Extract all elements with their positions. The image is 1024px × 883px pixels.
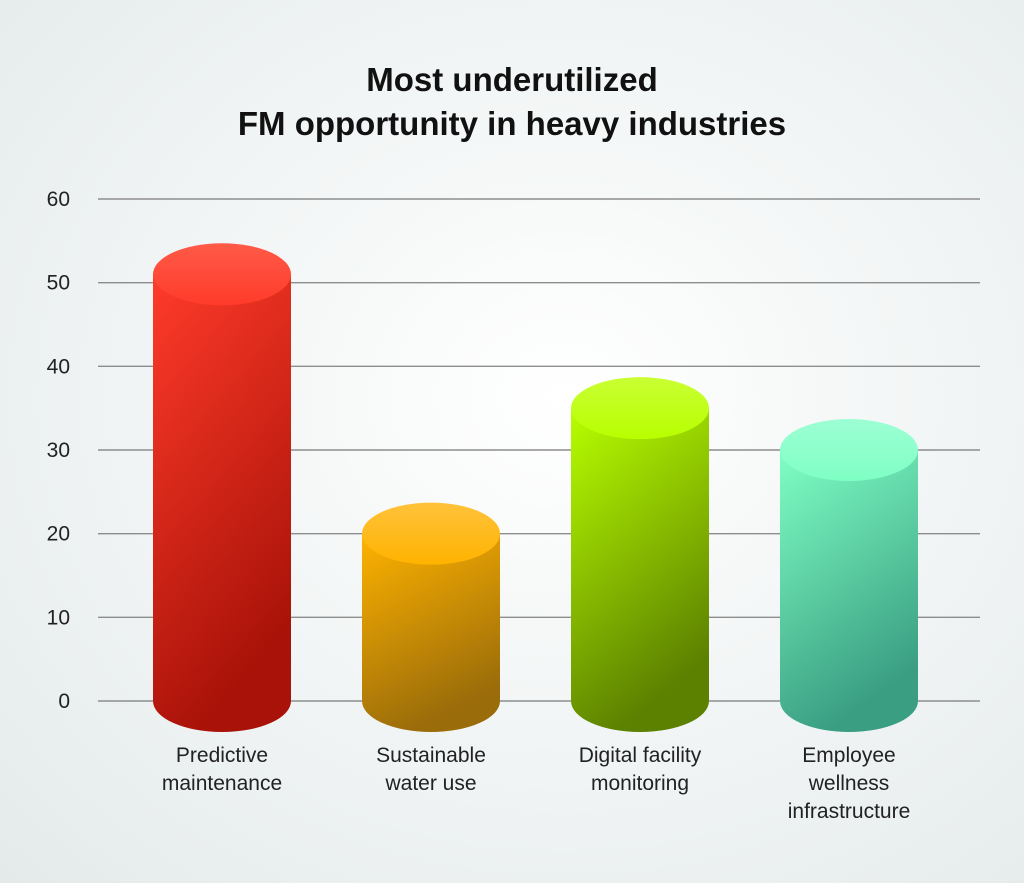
y-tick-label: 20: [47, 523, 70, 546]
bar: [153, 243, 291, 732]
category-label: Predictive maintenance: [162, 744, 282, 795]
y-tick-label: 30: [47, 439, 70, 462]
category-labels: Predictive maintenance Sustainable water us…: [162, 744, 910, 823]
bars: [153, 243, 918, 732]
y-tick-label: 40: [47, 355, 70, 378]
category-label: Sustainable water use: [376, 744, 486, 795]
bar: [362, 502, 500, 732]
y-tick-label: 60: [47, 188, 70, 211]
bar-top: [780, 419, 918, 481]
bar-top: [153, 243, 291, 306]
y-tick-label: 10: [47, 606, 70, 629]
category-label: Digital facility monitoring: [579, 744, 702, 795]
bar: [780, 419, 918, 732]
bar-body: [780, 450, 918, 732]
bar-body: [571, 408, 709, 732]
bar-top: [362, 502, 500, 565]
y-tick-label: 0: [58, 690, 70, 713]
y-tick-labels: 0 10 20 30 40 50 60: [47, 188, 70, 713]
category-label: Employee wellness infrastructure: [788, 744, 911, 823]
bar: [571, 377, 709, 732]
bar-body: [362, 533, 500, 732]
y-tick-label: 50: [47, 272, 70, 295]
chart-title: Most underutilized FM opportunity in hea…: [0, 58, 1024, 146]
chart-title-line-1: Most underutilized: [366, 61, 658, 98]
bar-body: [153, 274, 291, 732]
chart-title-line-2: FM opportunity in heavy industries: [237, 105, 787, 142]
bar-top: [571, 377, 709, 440]
